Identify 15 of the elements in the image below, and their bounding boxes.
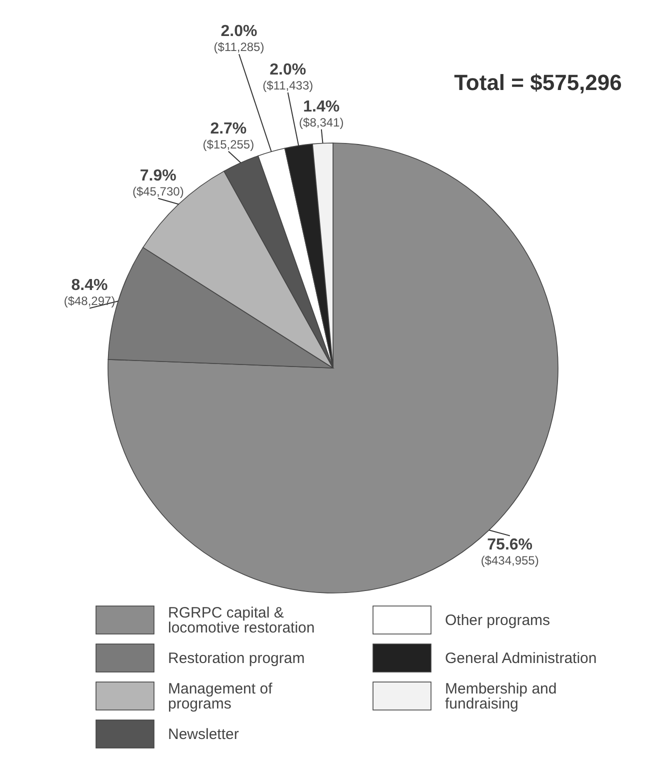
legend-label: Membership and fundraising [445,680,557,712]
text: Total = $575,296 [454,70,622,95]
data-label: 2.0% ($11,285) [214,23,264,54]
legend-label: General Administration [445,650,597,667]
legend-label: Restoration program [168,650,305,667]
data-label: 75.6% ($434,955) [480,536,539,568]
data-label: 8.4% ($48,297) [64,277,116,308]
data-label: 1.4% ($8,341) [299,98,344,130]
legend-label: RGRPC capital & locomotive restoration [168,604,315,636]
data-label: 2.7% ($15,255) [202,120,254,152]
legend-label: Management of programs [168,680,274,712]
data-label: 7.9% ($45,730) [132,167,184,198]
legend-label: Other programs [445,612,550,629]
legend-label: Newsletter [168,726,239,743]
data-label: 2.0% ($11,433) [262,61,314,92]
